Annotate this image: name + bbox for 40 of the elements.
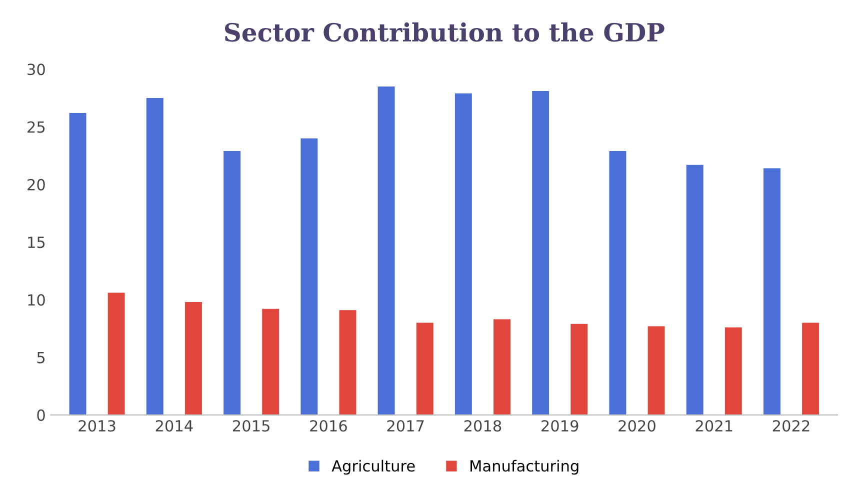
y-tick-label: 30 xyxy=(28,64,45,76)
bar xyxy=(686,164,704,415)
x-tick-label: 2016 xyxy=(310,420,347,432)
bar xyxy=(184,302,202,415)
bar xyxy=(763,168,780,415)
legend-label: Manufacturing xyxy=(470,460,578,475)
bar xyxy=(146,98,164,415)
bar xyxy=(224,151,241,415)
bar xyxy=(494,319,510,415)
y-tick-label: 20 xyxy=(28,178,45,190)
y-tick-label: 10 xyxy=(28,294,45,306)
y-tick-label: 15 xyxy=(28,236,45,248)
y-tick-label: 0 xyxy=(37,409,45,421)
bar xyxy=(724,327,742,415)
x-tick-label: 2018 xyxy=(464,420,502,432)
legend-label: Agriculture xyxy=(332,460,415,475)
bar xyxy=(454,93,472,415)
bar xyxy=(570,324,588,415)
x-tick-label: 2019 xyxy=(542,420,578,432)
bar xyxy=(648,326,665,415)
chart-title: Sector Contribution to the GDP xyxy=(225,22,664,42)
bar xyxy=(108,292,125,415)
bar xyxy=(609,151,626,415)
x-tick-label: 2022 xyxy=(772,420,810,432)
x-tick-label: 2021 xyxy=(696,420,732,432)
bar xyxy=(69,112,86,415)
y-tick-label: 5 xyxy=(37,352,45,364)
x-tick-label: 2013 xyxy=(78,420,116,432)
bar xyxy=(532,91,550,415)
bar xyxy=(378,86,395,415)
bar xyxy=(339,310,356,415)
bar xyxy=(416,322,434,415)
bar xyxy=(802,322,820,415)
bar xyxy=(300,138,318,415)
bar xyxy=(262,308,280,415)
x-tick-label: 2014 xyxy=(156,420,193,432)
y-tick-label: 25 xyxy=(28,121,45,133)
x-tick-label: 2020 xyxy=(618,420,656,432)
x-tick-label: 2015 xyxy=(232,420,270,432)
x-tick-label: 2017 xyxy=(387,420,424,432)
